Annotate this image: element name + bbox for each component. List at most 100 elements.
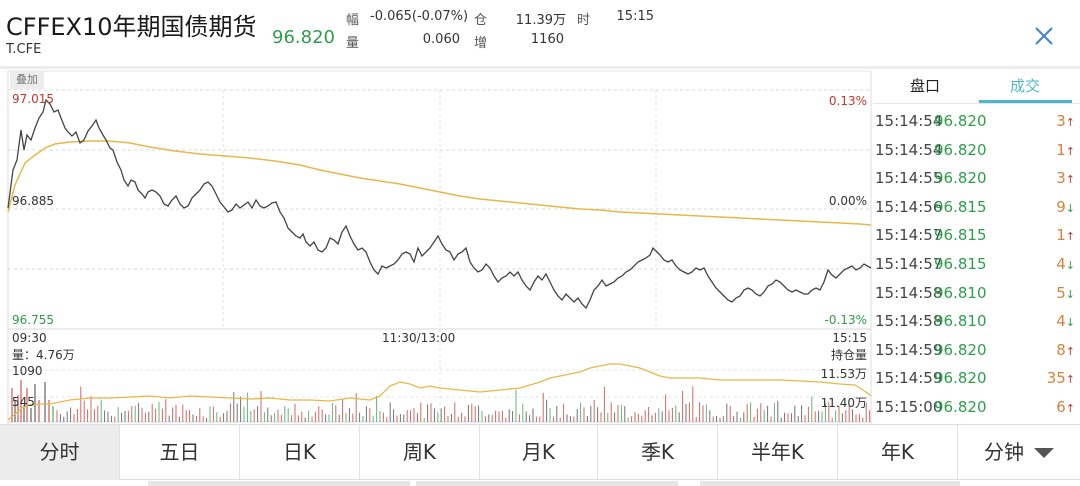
arrow-up-icon: ↑	[1065, 230, 1075, 244]
trade-price: 96.820	[934, 169, 987, 188]
trade-volume: 3↑	[1056, 112, 1075, 130]
arrow-up-icon: ↑	[1065, 144, 1075, 158]
pct-low-label: -0.13%	[824, 313, 867, 327]
trade-time: 15:14:57	[875, 226, 943, 245]
trade-row: 15:15:00 96.820 6↑	[875, 398, 1075, 426]
trade-price: 96.820	[934, 398, 987, 416]
open-interest-label: 持仓量	[830, 348, 867, 362]
chevron-down-icon	[1034, 447, 1054, 458]
symbol-code: T.CFE	[6, 42, 42, 57]
trade-row: 15:14:59 96.820 8↑	[875, 341, 1075, 369]
arrow-up-icon: ↑	[1065, 344, 1075, 358]
trade-volume-value: 1	[1056, 226, 1066, 245]
price-high-label: 97.015	[12, 92, 54, 106]
trade-volume-value: 1	[1056, 140, 1066, 159]
trade-volume-value: 4	[1056, 255, 1066, 273]
trade-volume: 1↑	[1056, 141, 1075, 159]
time-value: 15:15	[616, 9, 654, 24]
trade-row: 15:14:54 96.820 1↑	[875, 141, 1075, 169]
trade-time: 15:14:57	[875, 255, 943, 273]
trade-row: 15:14:57 96.815 4↓	[875, 255, 1075, 283]
trade-volume-value: 9	[1056, 197, 1066, 216]
time-start-label: 09:30	[12, 331, 47, 345]
last-price: 96.820	[272, 27, 335, 48]
position-value: 11.39万	[515, 13, 566, 28]
trade-time: 15:14:58	[875, 312, 943, 331]
minute-tab-label: 分钟	[984, 440, 1024, 464]
volume-label: 量	[346, 36, 360, 51]
intraday-chart[interactable]: 叠加 97.015 96.885 96.755 0.13% 0.00% -0.1…	[0, 69, 873, 424]
time-label: 时	[577, 13, 591, 28]
vol-mid-label: 545	[12, 395, 35, 409]
close-button[interactable]	[1030, 22, 1058, 50]
trade-time: 15:14:58	[875, 283, 943, 302]
trade-price: 96.810	[934, 312, 987, 331]
trade-volume-value: 8	[1056, 340, 1066, 359]
trade-price: 96.815	[934, 255, 987, 273]
trade-price: 96.820	[934, 340, 987, 359]
volume-total-label: 量：4.76万	[12, 348, 75, 362]
change-value: -0.065(-0.07%)	[370, 9, 469, 24]
position-label: 仓	[474, 13, 488, 28]
increase-label: 增	[474, 36, 488, 51]
tab-order-book[interactable]: 盘口	[909, 77, 940, 95]
tab-minute-dropdown[interactable]: 分钟	[958, 425, 1080, 480]
volume-value: 0.060	[422, 32, 460, 47]
time-mid-label: 11:30/13:00	[382, 331, 456, 345]
trade-time: 15:14:55	[875, 169, 943, 188]
trade-price: 96.820	[934, 140, 987, 159]
tab-quarterly-k[interactable]: 季K	[598, 425, 718, 480]
trade-volume-value: 35	[1046, 369, 1066, 388]
tab-intraday[interactable]: 分时	[0, 425, 120, 480]
change-label: 幅	[346, 13, 360, 28]
tab-trades[interactable]: 成交	[1009, 77, 1040, 95]
trade-row: 15:14:58 96.810 4↓	[875, 312, 1075, 340]
price-low-label: 96.755	[12, 313, 54, 327]
arrow-down-icon: ↓	[1065, 287, 1075, 301]
period-tabbar: 分时 五日 日K 周K 月K 季K 半年K 年K 分钟	[0, 424, 1080, 480]
tab-five-day[interactable]: 五日	[120, 425, 240, 480]
chart-canvas	[7, 70, 872, 424]
pct-high-label: 0.13%	[828, 94, 867, 108]
trade-row: 15:14:57 96.815 1↑	[875, 226, 1075, 254]
header-divider	[0, 66, 1080, 69]
active-tab-indicator	[979, 100, 1072, 103]
trade-row: 15:14:58 96.810 5↓	[875, 284, 1075, 312]
pct-mid-label: 0.00%	[828, 194, 867, 208]
trade-price: 96.815	[934, 226, 987, 245]
trade-time: 15:14:59	[875, 369, 943, 388]
trade-time: 15:14:59	[875, 340, 943, 359]
trade-row: 15:14:55 96.820 3↑	[875, 169, 1075, 197]
arrow-down-icon: ↓	[1065, 316, 1075, 330]
trade-time: 15:14:56	[875, 197, 943, 216]
tab-monthly-k[interactable]: 月K	[480, 425, 598, 480]
overlay-button[interactable]: 叠加	[10, 71, 44, 89]
side-divider	[873, 103, 1080, 104]
trade-volume: 4↓	[1056, 255, 1075, 273]
header: CFFEX10年期国债期货 T.CFE 96.820 幅 -0.065(-0.0…	[0, 0, 1080, 66]
trade-volume-value: 3	[1056, 112, 1066, 130]
trade-volume: 5↓	[1056, 284, 1075, 302]
tab-yearly-k[interactable]: 年K	[838, 425, 958, 480]
arrow-down-icon: ↓	[1065, 259, 1075, 272]
trade-volume-value: 4	[1056, 312, 1066, 331]
side-tabs: 盘口 成交	[873, 69, 1080, 103]
trade-row: 15:14:54 96.820 3↑	[875, 112, 1075, 140]
trade-panel: 盘口 成交 15:14:54 96.820 3↑ 15:14:54 96.820 1↑ 15…	[873, 69, 1080, 424]
trade-volume-value: 5	[1056, 283, 1066, 302]
trade-volume: 3↑	[1056, 169, 1075, 187]
page-title: CFFEX10年期国债期货	[6, 13, 257, 41]
oi-high-label: 11.53万	[820, 367, 867, 381]
tab-weekly-k[interactable]: 周K	[360, 425, 480, 480]
scroll-indicator-3	[700, 481, 960, 486]
tab-daily-k[interactable]: 日K	[240, 425, 360, 480]
arrow-up-icon: ↑	[1065, 373, 1075, 387]
trade-time: 15:15:00	[875, 398, 943, 416]
tab-half-year-k[interactable]: 半年K	[718, 425, 838, 480]
trade-volume: 35↑	[1047, 369, 1075, 387]
increase-value: 1160	[530, 32, 564, 47]
trade-price: 96.820	[934, 112, 987, 130]
trade-volume: 6↑	[1056, 398, 1075, 416]
trade-row: 15:14:56 96.815 9↓	[875, 198, 1075, 226]
scroll-indicator-2	[416, 481, 678, 486]
